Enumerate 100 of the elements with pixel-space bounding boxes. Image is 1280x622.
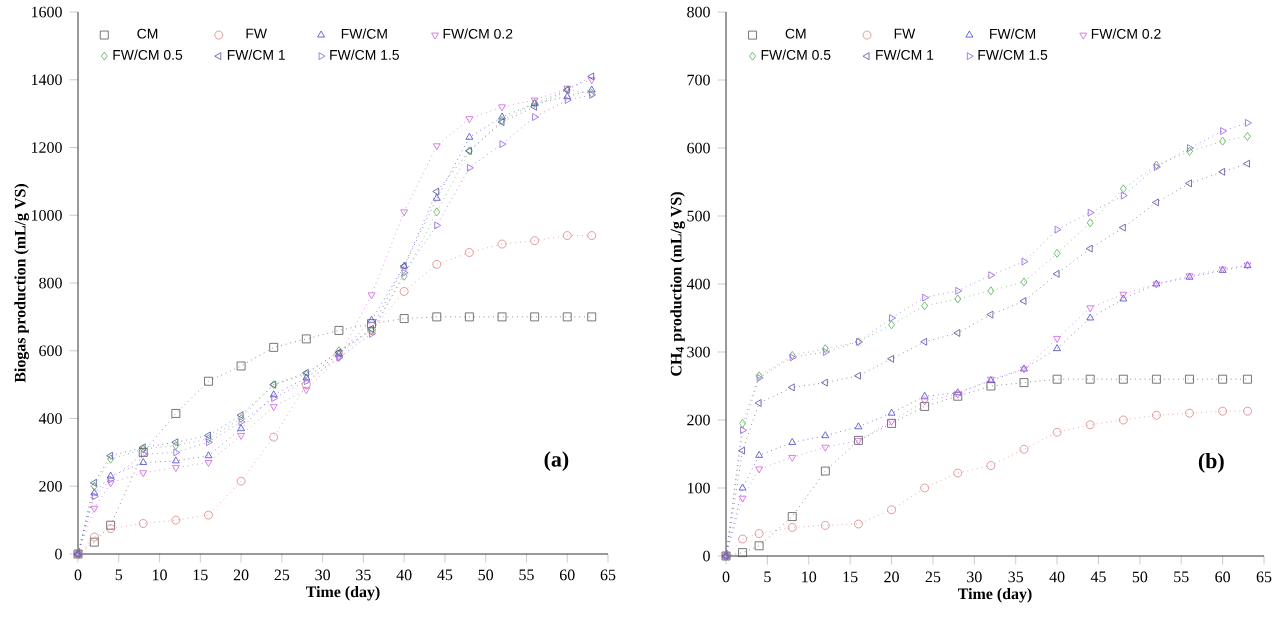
point [106, 471, 115, 479]
point [955, 286, 963, 295]
point [1052, 427, 1062, 437]
point [1244, 132, 1251, 141]
point [1218, 406, 1228, 416]
point [754, 529, 764, 538]
point [562, 231, 572, 240]
point [90, 505, 99, 513]
point [498, 112, 506, 120]
point [1085, 244, 1093, 253]
point [987, 286, 995, 296]
point [920, 483, 930, 493]
point [887, 354, 894, 363]
point [821, 444, 830, 452]
point [1185, 408, 1194, 418]
point [1185, 179, 1192, 188]
point [953, 329, 961, 337]
point [820, 521, 830, 530]
point [986, 310, 994, 319]
point [171, 409, 181, 418]
point [1219, 136, 1227, 146]
point [236, 361, 246, 371]
point [1152, 198, 1159, 207]
point [204, 510, 213, 520]
point [920, 398, 929, 406]
point [367, 315, 376, 323]
point [889, 314, 896, 322]
point [465, 116, 474, 124]
point [432, 193, 441, 201]
point [432, 312, 442, 322]
point [138, 519, 148, 528]
point [953, 468, 963, 478]
point [367, 292, 376, 300]
point [1243, 374, 1252, 384]
point [271, 394, 279, 403]
point [954, 294, 962, 304]
point [1086, 305, 1095, 313]
point [820, 378, 828, 387]
point [106, 480, 115, 488]
point [269, 390, 278, 398]
point [530, 236, 540, 246]
point [755, 450, 763, 458]
annotation: (b) [1198, 452, 1224, 473]
point [1218, 374, 1228, 384]
point [988, 271, 996, 280]
point [464, 312, 474, 322]
point [1120, 191, 1128, 200]
point [587, 77, 596, 85]
point [204, 460, 213, 467]
point [399, 314, 409, 323]
point [854, 519, 863, 529]
point [1054, 225, 1062, 234]
point [754, 399, 762, 407]
point [755, 466, 763, 474]
point [1118, 374, 1128, 384]
point [139, 458, 148, 465]
point [922, 293, 930, 302]
point [204, 451, 213, 459]
point [399, 287, 409, 296]
point [1053, 336, 1061, 343]
point [587, 72, 595, 81]
point [89, 537, 99, 547]
point [887, 408, 896, 416]
point [1243, 406, 1252, 416]
point [269, 404, 278, 412]
point [1118, 223, 1126, 232]
point [1087, 208, 1095, 217]
point [532, 113, 540, 121]
point [787, 512, 797, 521]
point [1019, 444, 1029, 454]
point [432, 187, 440, 196]
point [400, 209, 409, 217]
point [562, 312, 572, 322]
annotation: (a) [544, 451, 569, 472]
point [740, 426, 747, 435]
point [1020, 277, 1028, 287]
point [465, 132, 474, 140]
point [464, 248, 474, 257]
point [1085, 420, 1095, 430]
point [171, 456, 180, 464]
point [530, 312, 540, 322]
point [498, 104, 506, 112]
point [986, 381, 996, 391]
point [269, 342, 279, 352]
point [920, 391, 929, 399]
point [434, 221, 442, 230]
point [1019, 378, 1029, 388]
point [236, 476, 246, 486]
point [1052, 374, 1062, 384]
point [269, 432, 279, 442]
point [334, 326, 344, 335]
point [466, 163, 474, 172]
point [821, 431, 830, 439]
point [738, 483, 747, 491]
point [1052, 269, 1060, 278]
point [1118, 415, 1128, 425]
point [1243, 159, 1250, 168]
point [920, 402, 930, 411]
point [89, 532, 99, 542]
point [432, 143, 441, 151]
